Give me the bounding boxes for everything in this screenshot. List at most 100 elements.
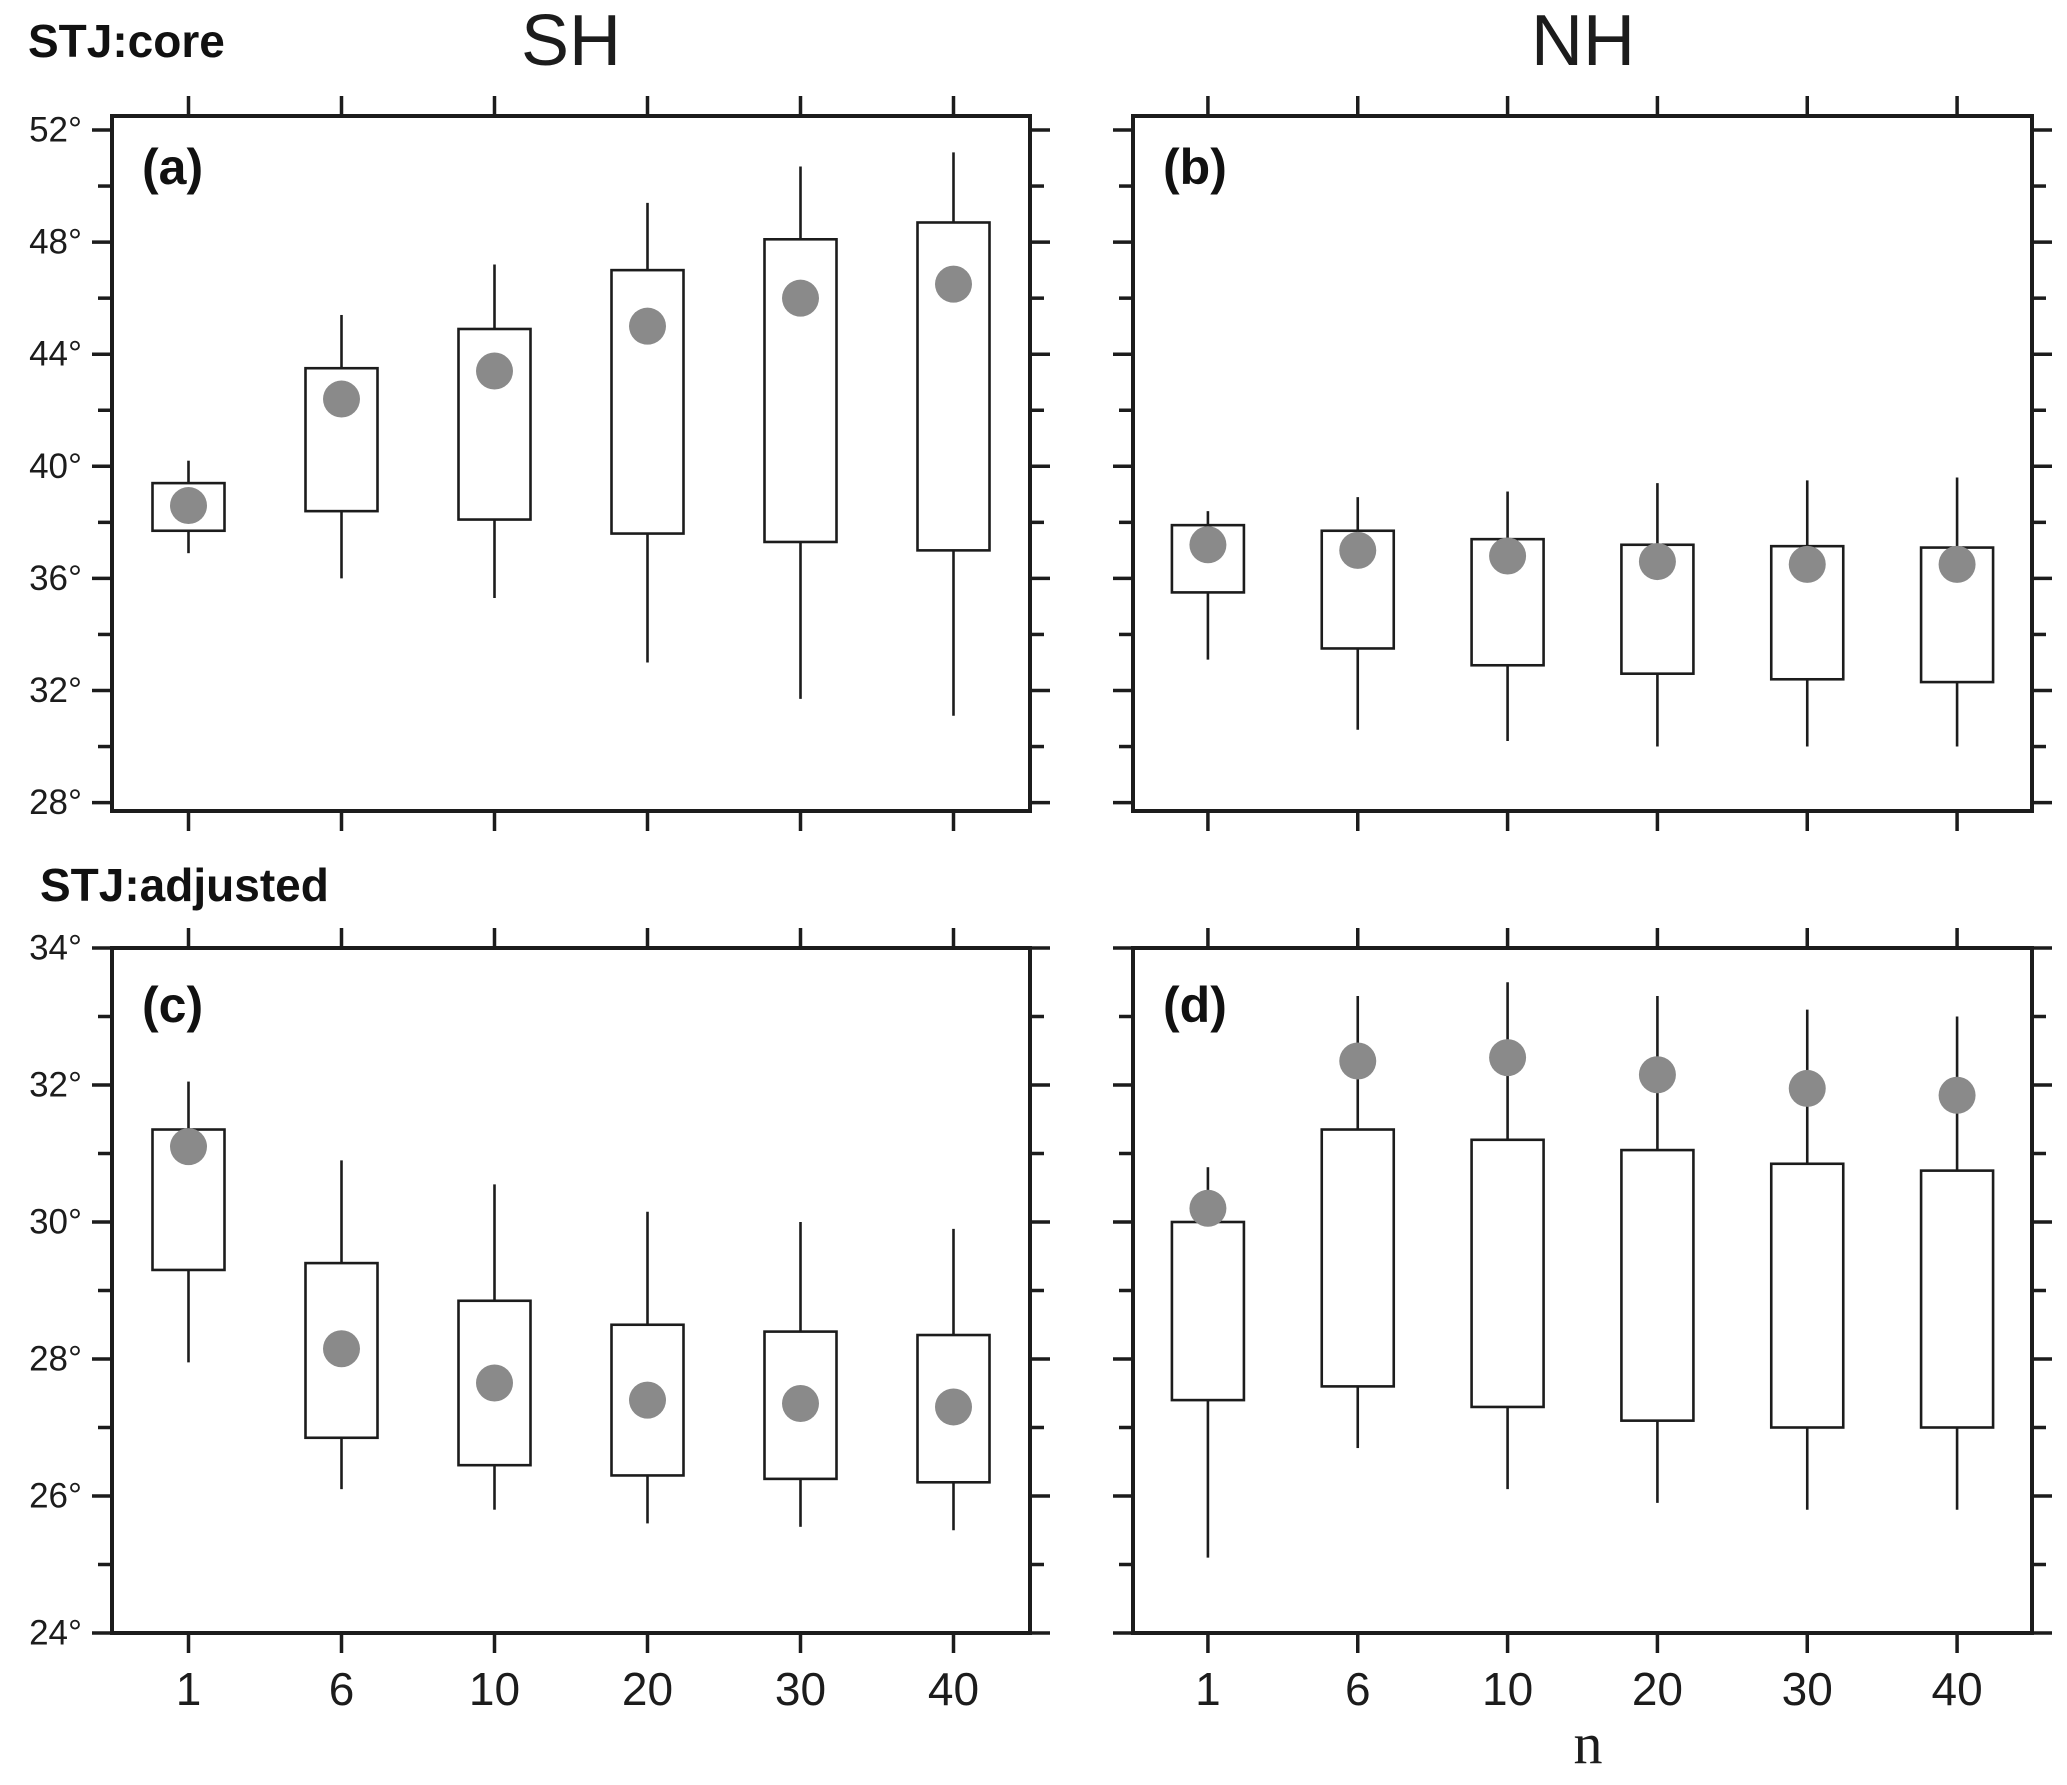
box-group-d-n10 [1470,982,1545,1490]
box-group-b-n6 [1320,497,1396,730]
panel-c: 24° 26° 28° 30° 32° 34° 1 6 10 20 30 40 [29,928,1050,1715]
y-tick-label: 34° [29,929,82,968]
x-tick-label: 1 [1195,1663,1221,1715]
mean-dot [1339,1042,1377,1080]
mean-dot [1788,545,1826,583]
box-group-a-n40 [916,152,991,716]
box-group-b-n20 [1620,483,1695,747]
box-group-a-n30 [763,166,838,699]
mean-dot [170,1128,207,1166]
y-axis-ticks-c [92,946,1050,1635]
panel-border-a [110,114,1032,813]
y-axis-ticks-a [92,128,1050,805]
x-axis-ticks-a [186,96,956,831]
mean-dot [935,1388,972,1426]
box-group-d-n30 [1769,1009,1845,1510]
panel-b [1113,96,2052,831]
box-group-d-n6 [1320,995,1396,1449]
x-axis-ticks-b [1206,96,1959,831]
iqr-box [1919,1169,1995,1429]
box-group-a-n20 [610,202,685,663]
mean-dot [170,487,207,525]
y-tick-label: 32° [29,671,82,710]
mean-dot [1638,543,1676,581]
mean-dot [1339,531,1377,569]
row-label-stj-adjusted: STJ:adjusted [40,859,329,911]
box-group-d-n1 [1170,1167,1246,1558]
panel-border-b [1131,114,2034,813]
mean-dot [1638,1056,1676,1094]
box-group-c-n1 [151,1081,226,1363]
x-tick-label: 30 [1782,1663,1833,1715]
y-tick-label: 40° [29,447,82,486]
x-tick-label: 6 [1345,1663,1371,1715]
y-axis-ticks-b [1113,128,2052,805]
x-tick-label: 1 [176,1663,202,1715]
box-group-c-n40 [916,1228,991,1531]
y-tick-label: 24° [29,1614,82,1653]
x-tick-label: 6 [329,1663,355,1715]
mean-dot [629,1381,666,1419]
column-title-nh: NH [1531,1,1635,81]
box-group-b-n10 [1470,491,1545,741]
y-tick-label: 44° [29,335,82,374]
mean-dot [782,279,819,317]
box-group-b-n40 [1919,477,1995,747]
mean-dot [1788,1069,1826,1107]
box-group-d-n20 [1620,995,1695,1503]
mean-dot [476,1364,513,1402]
mean-dot [1489,1039,1527,1077]
mean-dot [476,352,513,390]
y-tick-label: 28° [29,783,82,822]
y-tick-label: 28° [29,1340,82,1379]
panel-d: 1 6 10 20 30 40 [1113,928,2052,1715]
x-tick-label: 20 [1632,1663,1683,1715]
box-group-a-n6 [304,314,379,579]
x-tick-label: 40 [928,1663,979,1715]
y-tick-label: 52° [29,111,82,150]
mean-dot [935,265,972,303]
iqr-box [1470,1138,1545,1409]
iqr-box [1170,1220,1246,1402]
x-axis-label-n: n [1573,1711,1603,1776]
mean-dot [1938,545,1976,583]
x-tick-label: 10 [469,1663,520,1715]
box-group-c-n20 [610,1211,685,1524]
column-title-sh: SH [520,1,622,81]
iqr-box [1769,544,1845,681]
box-group-c-n6 [304,1160,379,1490]
x-tick-label: 30 [775,1663,826,1715]
y-tick-label: 36° [29,559,82,598]
panel-border-d [1131,946,2034,1635]
y-tick-label: 26° [29,1477,82,1516]
box-group-b-n1 [1170,511,1246,660]
panel-letter-c: (c) [142,977,204,1033]
box-group-a-n10 [457,264,532,599]
panel-letter-b: (b) [1163,139,1227,195]
y-axis-ticks-d [1113,946,2052,1635]
x-tick-label: 20 [622,1663,673,1715]
x-axis-ticks-d [1206,928,1959,1653]
box-group-c-n10 [457,1184,532,1510]
mean-dot [323,1330,360,1368]
mean-dot [323,380,360,418]
iqr-box [1620,1148,1695,1422]
panel-letter-a: (a) [142,139,204,195]
iqr-box [1769,1162,1845,1429]
box-group-b-n30 [1769,480,1845,747]
panel-letter-d: (d) [1163,977,1227,1033]
mean-dot [1189,526,1227,564]
box-group-c-n30 [763,1222,838,1527]
mean-dot [782,1385,819,1423]
x-tick-label: 40 [1931,1663,1982,1715]
mean-dot [629,307,666,345]
mean-dot [1189,1189,1227,1227]
iqr-box [1320,1128,1396,1388]
mean-dot [1938,1076,1976,1114]
x-axis-ticks-c [186,928,956,1653]
panel-border-c [110,946,1032,1635]
box-group-d-n40 [1919,1016,1995,1510]
row-label-stj-core: STJ:core [28,15,225,67]
